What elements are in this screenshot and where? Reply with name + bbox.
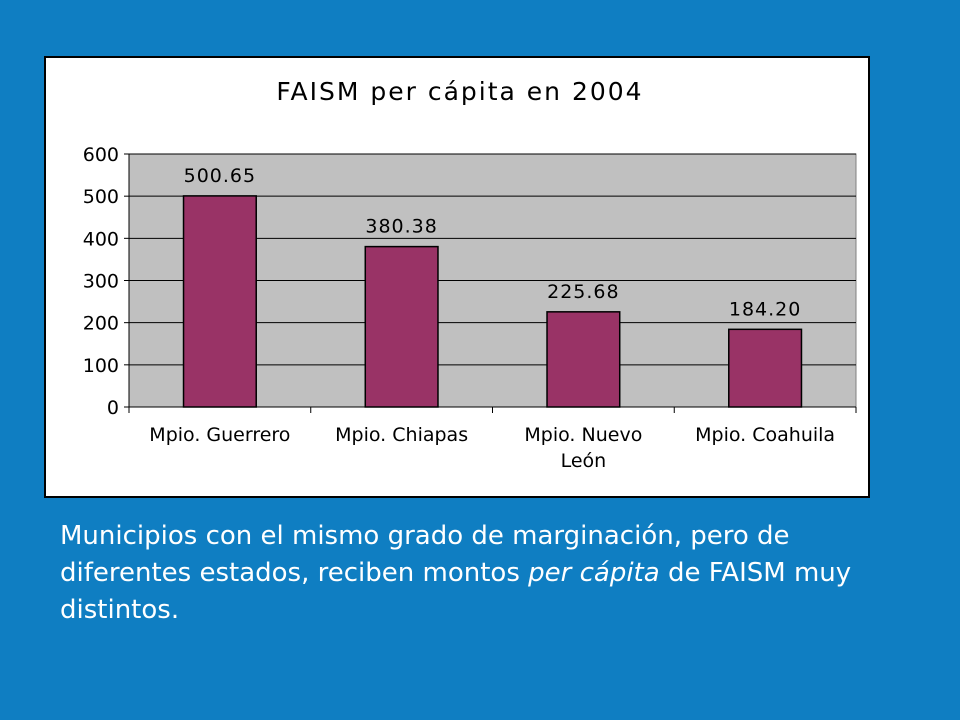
bar-chart: FAISM per cápita en 2004 0 100 200 300 400 50… — [83, 77, 857, 472]
y-tick-label: 200 — [83, 313, 119, 335]
x-tick-label: Mpio. Chiapas — [335, 424, 468, 446]
data-label: 380.38 — [365, 216, 437, 238]
x-tick-label: Mpio. Coahuila — [695, 424, 835, 446]
bar — [546, 311, 621, 408]
chart-title: FAISM per cápita en 2004 — [276, 77, 643, 106]
data-label: 184.20 — [729, 298, 801, 320]
caption-part1: Municipios con el mismo grado de margina… — [60, 521, 790, 588]
caption-text: Municipios con el mismo grado de margina… — [60, 518, 880, 629]
caption-part2: de FAISM muy distintos. — [60, 558, 852, 625]
x-tick-label: Mpio. Guerrero — [149, 424, 290, 446]
y-tick-label: 300 — [83, 271, 119, 293]
data-label: 500.65 — [184, 165, 256, 187]
chart-panel: FAISM per cápita en 2004 0 100 200 300 400 50… — [44, 56, 870, 498]
caption-emphasis: per cápita — [528, 558, 660, 588]
y-tick-label: 100 — [83, 355, 119, 377]
y-tick-label: 400 — [83, 228, 119, 250]
data-label: 225.68 — [547, 281, 619, 303]
y-tick-label: 500 — [83, 186, 119, 208]
bar — [728, 328, 803, 408]
y-tick-label: 0 — [107, 397, 119, 419]
bar — [182, 195, 257, 408]
x-tick-label: León — [561, 450, 607, 472]
bar — [364, 245, 439, 408]
y-tick-label: 600 — [83, 144, 119, 166]
x-tick-label: Mpio. Nuevo — [524, 424, 642, 446]
